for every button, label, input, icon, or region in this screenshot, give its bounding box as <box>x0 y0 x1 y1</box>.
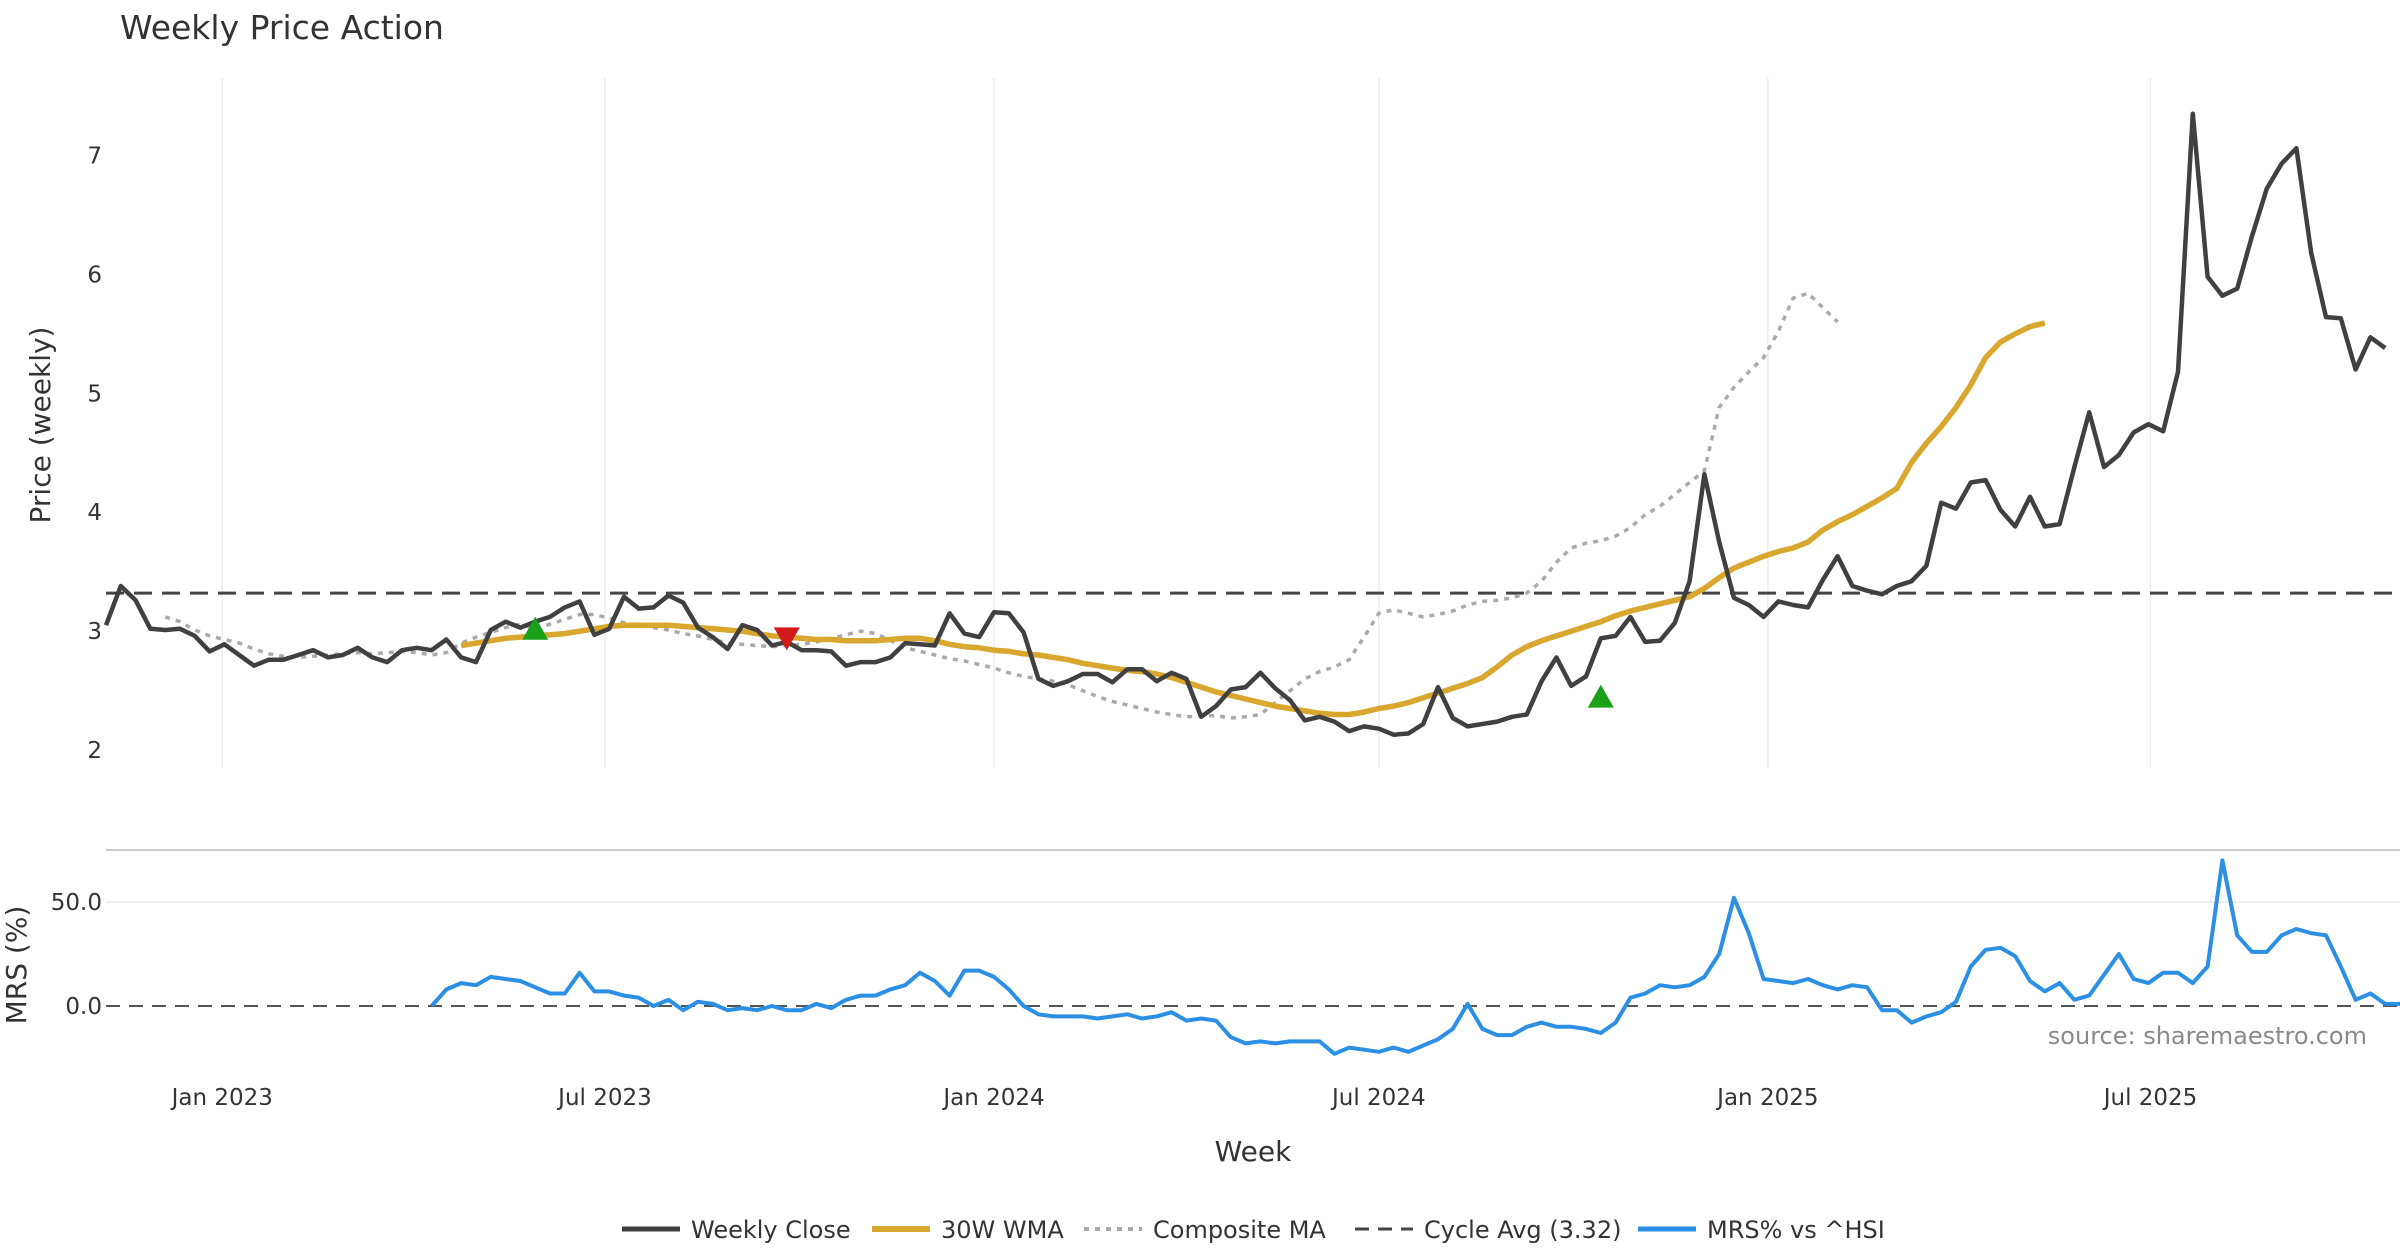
legend-label: Cycle Avg (3.32) <box>1424 1216 1621 1244</box>
price-y-tick-label: 4 <box>87 500 102 526</box>
price-y-tick-label: 2 <box>87 738 102 764</box>
x-tick-label: Jul 2025 <box>2102 1085 2198 1111</box>
legend-label: 30W WMA <box>941 1216 1064 1244</box>
x-tick-label: Jan 2025 <box>1715 1085 1818 1111</box>
x-tick-label: Jul 2023 <box>556 1085 652 1111</box>
mrs-y-tick-label: 0.0 <box>65 994 102 1020</box>
x-tick-label: Jan 2023 <box>170 1085 273 1111</box>
grid <box>106 78 2400 903</box>
price-y-tick-label: 7 <box>87 143 102 169</box>
signal-markers <box>522 616 1614 708</box>
price-axis-label: Price (weekly) <box>24 327 57 524</box>
legend: Weekly Close 30W WMA Composite MA Cycle Avg… <box>622 1216 1885 1244</box>
composite-ma-line <box>164 291 1839 720</box>
y-ticks: 2 3 4 5 6 7 0.0 50.0 <box>51 143 102 1020</box>
reference-lines <box>106 591 2400 1007</box>
weekly-close-line <box>103 111 2387 737</box>
buy-signal-marker <box>1587 684 1614 708</box>
mrs-line <box>430 858 2400 1056</box>
series-layer <box>103 111 2400 1056</box>
x-axis-label: Week <box>1215 1135 1292 1168</box>
wma-line <box>460 320 2046 718</box>
price-y-tick-label: 3 <box>87 619 102 645</box>
mrs-axis-label: MRS (%) <box>0 906 33 1025</box>
source-note: source: sharemaestro.com <box>2048 1022 2367 1050</box>
legend-label: Weekly Close <box>691 1216 851 1244</box>
x-tick-label: Jul 2024 <box>1330 1085 1426 1111</box>
buy-signal-marker <box>522 616 549 640</box>
price-y-tick-label: 6 <box>87 262 102 288</box>
mrs-y-tick-label: 50.0 <box>51 890 102 916</box>
price-y-tick-label: 5 <box>87 381 102 407</box>
legend-label: MRS% vs ^HSI <box>1707 1216 1885 1244</box>
x-ticks: Jan 2023 Jul 2023 Jan 2024 Jul 2024 Jan 2025… <box>170 1085 2198 1111</box>
x-tick-label: Jan 2024 <box>941 1085 1044 1111</box>
sell-signal-marker <box>773 627 800 651</box>
chart-title: Weekly Price Action <box>120 8 444 47</box>
legend-label: Composite MA <box>1153 1216 1326 1244</box>
